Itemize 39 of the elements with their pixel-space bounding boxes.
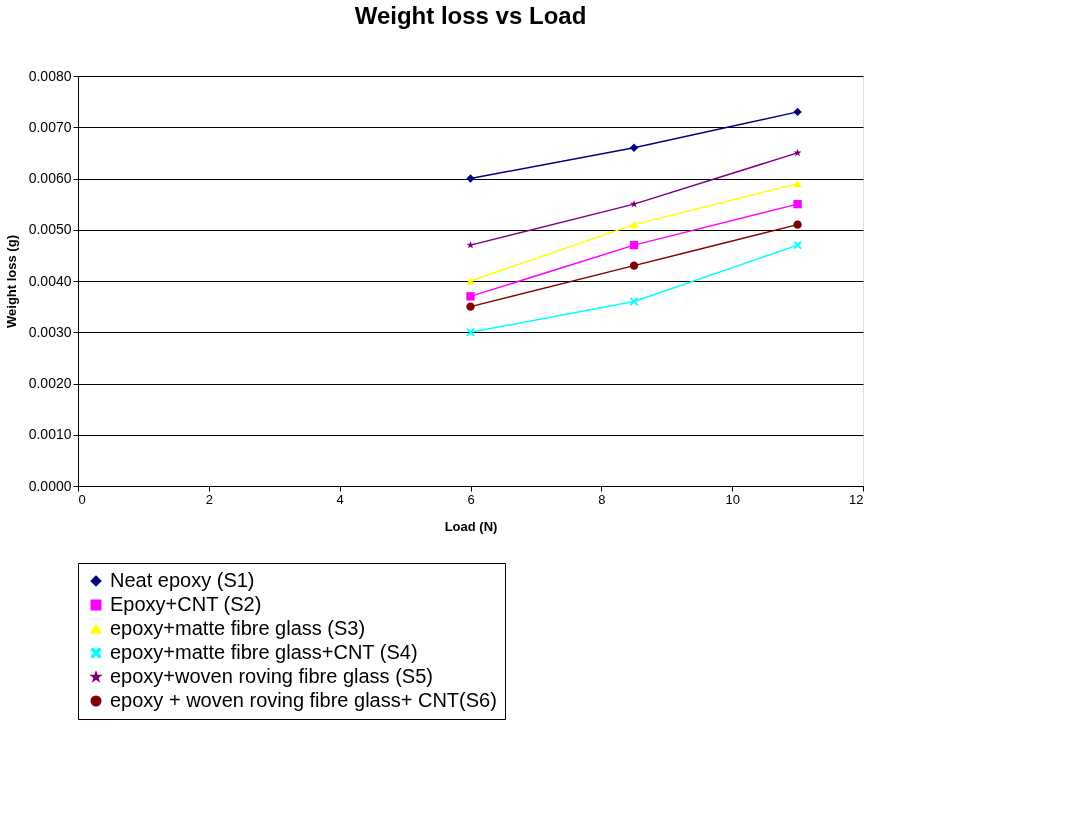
point	[629, 240, 639, 250]
x-tick-label: 4	[336, 491, 344, 507]
y-tick-label: 0.0040	[28, 272, 72, 289]
y-tick-label: 0.0050	[28, 221, 72, 238]
point	[466, 174, 475, 183]
point	[466, 328, 475, 337]
point	[793, 220, 802, 229]
point	[466, 277, 475, 285]
point	[629, 261, 639, 270]
point	[629, 143, 639, 152]
point	[466, 292, 475, 301]
y-tick-label: 0.0070	[28, 118, 72, 135]
point	[629, 221, 639, 229]
chart-title: Weight loss vs Load	[354, 2, 587, 29]
point	[630, 199, 639, 208]
y-tick-label: 0.0080	[28, 67, 72, 84]
point	[793, 180, 802, 188]
legend-label: Neat epoxy (S1)	[110, 569, 255, 591]
legend-label: epoxy + woven roving fibre glass+ CNT(S6)	[110, 689, 497, 711]
point	[793, 107, 802, 117]
y-tick-label: 0.0030	[28, 323, 72, 340]
point	[793, 199, 802, 209]
x-tick-label: 8	[598, 491, 606, 507]
x-tick-label: 6	[467, 491, 475, 507]
x-axis-title: Load (N)	[444, 518, 498, 534]
y-axis-title: Weight loss (g)	[3, 235, 19, 328]
legend-label: epoxy+woven roving fibre glass (S5)	[110, 665, 433, 687]
legend-label: epoxy+matte fibre glass+CNT (S4)	[110, 641, 418, 663]
y-tick-label: 0.0020	[28, 375, 72, 391]
y-tick-label: 0.0010	[28, 426, 72, 443]
y-tick-label: 0.0060	[28, 170, 72, 186]
x-tick-label: 2	[205, 491, 213, 507]
y-tick-label: 0.0000	[28, 477, 72, 494]
legend-label: Epoxy+CNT (S2)	[110, 593, 262, 615]
x-tick-label: 10	[725, 491, 740, 507]
point	[466, 302, 475, 311]
legend-label: epoxy+matte fibre glass (S3)	[110, 617, 366, 639]
x-tick-label: 12	[849, 491, 864, 507]
x-tick-label: 0	[78, 491, 86, 507]
